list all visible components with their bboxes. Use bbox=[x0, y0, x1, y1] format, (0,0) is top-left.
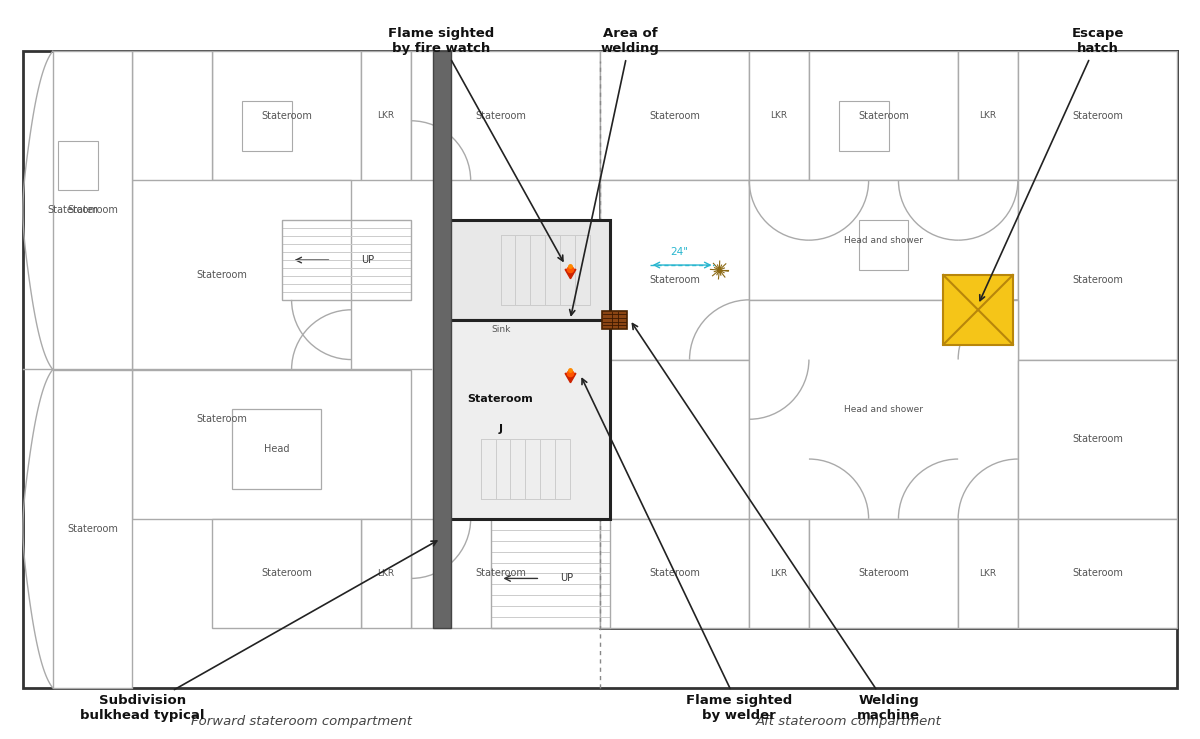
Text: Stateroom: Stateroom bbox=[649, 275, 700, 285]
Text: Sink: Sink bbox=[491, 325, 510, 334]
Bar bbox=[481, 439, 570, 499]
Bar bbox=[53, 370, 132, 688]
Text: Forward stateroom compartment: Forward stateroom compartment bbox=[191, 715, 412, 728]
Text: LKR: LKR bbox=[378, 112, 395, 120]
Bar bbox=[749, 180, 1018, 300]
Text: Stateroom: Stateroom bbox=[858, 111, 908, 120]
Text: Stateroom: Stateroom bbox=[262, 568, 312, 579]
Text: Stateroom: Stateroom bbox=[475, 568, 526, 579]
Bar bbox=[440, 320, 610, 519]
Bar bbox=[600, 51, 1177, 628]
Bar bbox=[600, 519, 749, 628]
Text: Flame sighted
by fire watch: Flame sighted by fire watch bbox=[388, 27, 563, 261]
Text: Head and shower: Head and shower bbox=[844, 236, 923, 245]
Text: Head and shower: Head and shower bbox=[844, 405, 923, 414]
Bar bbox=[600, 51, 749, 180]
Bar bbox=[1018, 519, 1177, 628]
Bar bbox=[809, 519, 958, 628]
Bar bbox=[809, 51, 958, 180]
Bar bbox=[212, 51, 361, 180]
Bar bbox=[361, 519, 410, 628]
Bar bbox=[242, 101, 292, 151]
Text: Welding
machine: Welding machine bbox=[632, 324, 920, 722]
Text: LKR: LKR bbox=[770, 569, 787, 578]
Text: Stateroom: Stateroom bbox=[262, 111, 312, 120]
Text: Stateroom: Stateroom bbox=[67, 524, 118, 534]
Bar bbox=[958, 51, 1018, 180]
Text: LKR: LKR bbox=[378, 569, 395, 578]
Bar bbox=[602, 311, 628, 329]
Text: Stateroom: Stateroom bbox=[858, 568, 908, 579]
Bar bbox=[859, 220, 908, 270]
Bar bbox=[1018, 51, 1177, 180]
Text: Stateroom: Stateroom bbox=[67, 205, 118, 215]
Bar bbox=[749, 300, 1018, 519]
Text: Aft stateroom compartment: Aft stateroom compartment bbox=[756, 715, 942, 728]
Bar bbox=[440, 220, 610, 320]
Text: Stateroom: Stateroom bbox=[649, 111, 700, 120]
Text: Head: Head bbox=[264, 444, 289, 454]
Text: Stateroom: Stateroom bbox=[649, 568, 700, 579]
Bar bbox=[232, 409, 322, 489]
Text: Stateroom: Stateroom bbox=[47, 205, 98, 215]
Text: Stateroom: Stateroom bbox=[468, 395, 533, 404]
Bar bbox=[282, 220, 410, 300]
Text: Stateroom: Stateroom bbox=[197, 415, 247, 424]
Bar bbox=[53, 51, 132, 370]
Text: LKR: LKR bbox=[979, 569, 996, 578]
Bar bbox=[58, 140, 97, 191]
Text: Subdivision
bulkhead typical: Subdivision bulkhead typical bbox=[80, 541, 437, 722]
Text: LKR: LKR bbox=[770, 112, 787, 120]
Bar bbox=[1018, 360, 1177, 519]
Text: Area of
welding: Area of welding bbox=[570, 27, 659, 316]
Bar bbox=[361, 51, 410, 180]
Text: Stateroom: Stateroom bbox=[1072, 434, 1123, 444]
Bar bbox=[212, 519, 361, 628]
Text: 24": 24" bbox=[671, 247, 689, 257]
Bar bbox=[410, 519, 600, 628]
Text: Stateroom: Stateroom bbox=[475, 111, 526, 120]
Bar bbox=[132, 51, 212, 370]
Bar bbox=[132, 370, 410, 519]
Text: UP: UP bbox=[361, 255, 374, 265]
Bar bbox=[839, 101, 888, 151]
Bar bbox=[749, 51, 809, 180]
Bar bbox=[132, 180, 352, 370]
Text: Stateroom: Stateroom bbox=[1072, 111, 1123, 120]
Bar bbox=[1018, 180, 1177, 360]
Text: LKR: LKR bbox=[979, 112, 996, 120]
Bar bbox=[600, 360, 749, 519]
Bar bbox=[749, 519, 809, 628]
Bar bbox=[958, 519, 1018, 628]
Text: Stateroom: Stateroom bbox=[197, 270, 247, 280]
Text: Stateroom: Stateroom bbox=[1072, 275, 1123, 285]
Bar bbox=[943, 275, 1013, 344]
Text: Escape
hatch: Escape hatch bbox=[979, 27, 1123, 301]
Text: Stateroom: Stateroom bbox=[1072, 568, 1123, 579]
Text: J: J bbox=[498, 424, 503, 435]
Bar bbox=[410, 51, 600, 180]
Bar bbox=[23, 51, 1177, 688]
Bar bbox=[600, 180, 749, 360]
Text: Flame sighted
by welder: Flame sighted by welder bbox=[582, 378, 792, 722]
Text: UP: UP bbox=[560, 573, 574, 583]
Bar bbox=[433, 51, 451, 628]
Bar bbox=[500, 235, 590, 304]
Bar bbox=[491, 519, 610, 628]
